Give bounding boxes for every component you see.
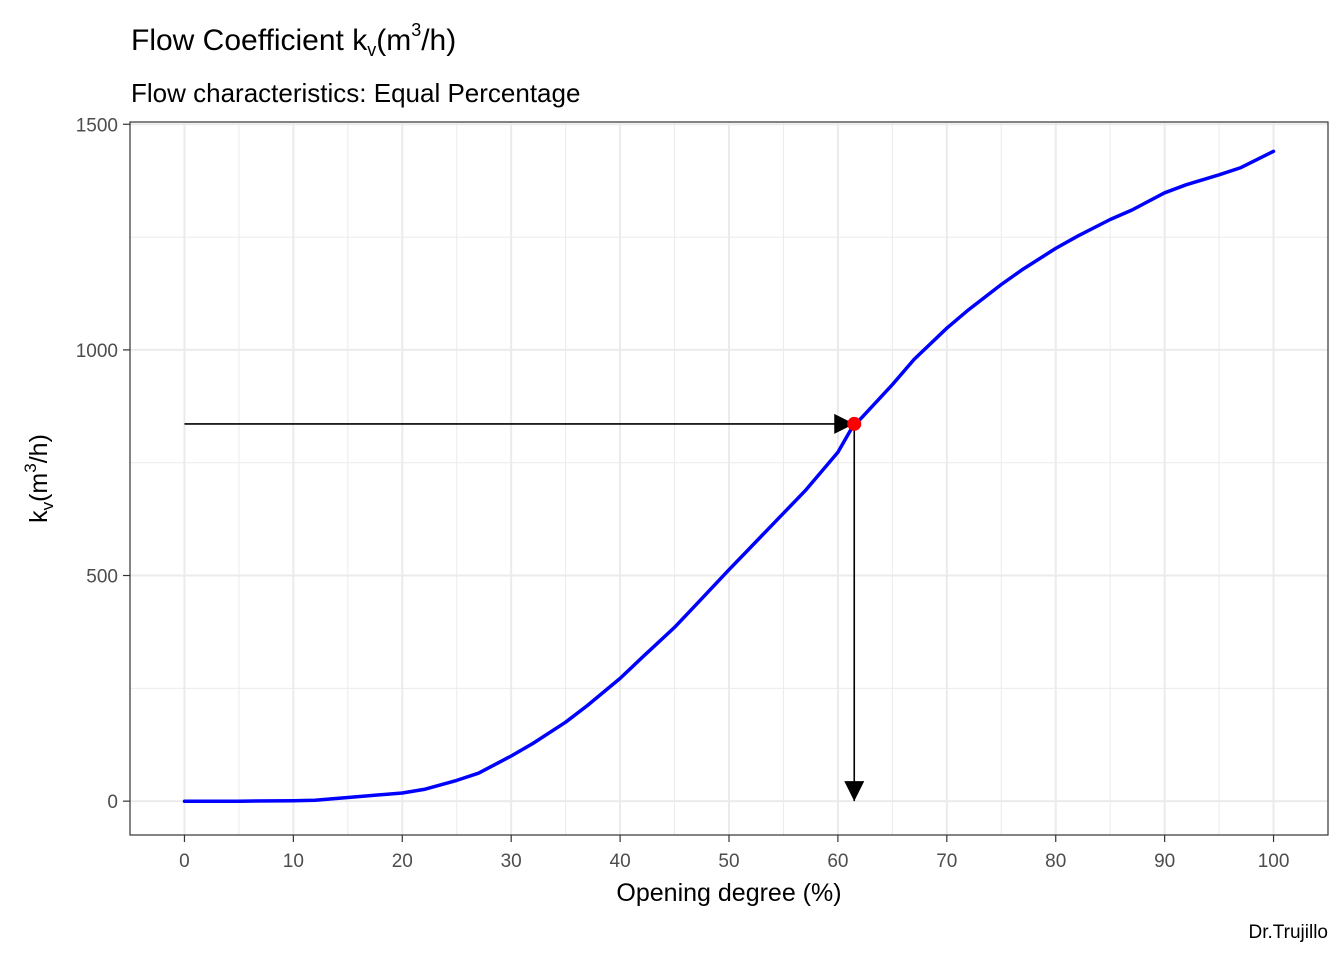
x-tick-label: 50 xyxy=(718,851,739,872)
x-tick-label: 80 xyxy=(1045,851,1066,872)
annotation-arrows xyxy=(184,413,865,802)
x-tick-label: 90 xyxy=(1154,851,1175,872)
x-tick-label: 0 xyxy=(179,851,190,872)
y-axis-title: kv(m3/h) xyxy=(21,434,57,523)
y-tick-label: 1500 xyxy=(76,115,118,136)
y-tick-label: 0 xyxy=(107,792,118,813)
y-tick-label: 1000 xyxy=(76,341,118,362)
x-tick-label: 70 xyxy=(936,851,957,872)
y-tick-label: 500 xyxy=(86,567,118,588)
chart-subtitle: Flow characteristics: Equal Percentage xyxy=(131,78,581,108)
major-grid xyxy=(130,122,1328,835)
caption: Dr.Trujillo xyxy=(1248,922,1328,943)
x-axis-title: Opening degree (%) xyxy=(616,879,841,907)
x-tick-label: 30 xyxy=(501,851,522,872)
x-tick-label: 100 xyxy=(1258,851,1290,872)
kv-curve xyxy=(182,149,1276,803)
x-tick-label: 20 xyxy=(392,851,413,872)
chart-title: Flow Coefficient kv(m3/h) xyxy=(131,20,457,60)
x-tick-label: 40 xyxy=(610,851,631,872)
x-tick-label: 10 xyxy=(283,851,304,872)
series-layer xyxy=(182,149,1276,803)
x-tick-label: 60 xyxy=(827,851,848,872)
operating-point xyxy=(847,416,862,431)
